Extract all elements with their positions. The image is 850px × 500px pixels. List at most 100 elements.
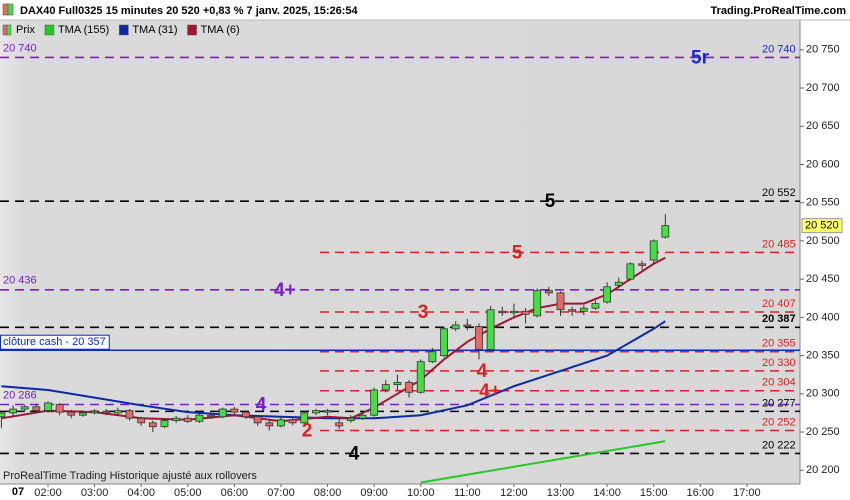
candle-body — [0, 412, 6, 418]
y-tick-label: 20 400 — [806, 311, 840, 323]
level-note: 4 — [477, 361, 488, 382]
candle-body — [32, 406, 41, 412]
candle-body — [218, 408, 227, 418]
candle-body — [277, 419, 285, 427]
x-tick-label: 09:00 — [360, 487, 388, 499]
candle-body — [475, 326, 483, 350]
ma-line — [420, 440, 666, 484]
candle-body — [614, 281, 623, 286]
candle-body — [172, 417, 181, 421]
x-tick-label: 14:00 — [593, 487, 621, 499]
last-price-box — [801, 218, 843, 234]
level-label: 20 552 — [762, 187, 796, 199]
candle-body — [428, 351, 437, 363]
y-tick-label: 20 750 — [806, 44, 840, 56]
candle-body — [311, 410, 320, 414]
level-label: 20 740 — [762, 43, 796, 55]
candle-body — [137, 417, 146, 424]
candle-body — [649, 240, 658, 261]
legend-label: TMA (155) — [58, 24, 109, 36]
x-tick-label: 07:00 — [267, 487, 295, 499]
x-tick-label: 05:00 — [174, 487, 202, 499]
legend-icon — [2, 24, 8, 36]
level-label: 20 330 — [762, 357, 796, 369]
candle-body — [638, 263, 646, 266]
candle-body — [242, 411, 250, 418]
y-tick-label: 20 650 — [806, 120, 840, 132]
level-label: 20 740 — [3, 42, 37, 54]
candle-body — [125, 410, 134, 419]
candle-body — [265, 422, 274, 427]
x-tick-label: 04:00 — [127, 487, 155, 499]
level-note: 4 — [256, 395, 267, 416]
candle-body — [79, 412, 87, 416]
candle-body — [370, 389, 379, 416]
x-tick-label: 06:00 — [221, 487, 249, 499]
level-label: 20 304 — [762, 377, 796, 389]
level-note: 5r — [691, 47, 710, 68]
candle-body — [568, 309, 577, 312]
y-tick-label: 20 600 — [806, 158, 840, 170]
candle-body — [113, 410, 122, 414]
x-tick-label: 12:00 — [500, 487, 528, 499]
candle-body — [498, 310, 507, 314]
x-tick-label: 10:00 — [407, 487, 435, 499]
candle-body — [510, 310, 518, 314]
candle-body — [288, 419, 297, 424]
candle-body — [44, 402, 52, 412]
level-note: 4+ — [479, 381, 501, 402]
candle-body — [323, 410, 332, 413]
candle-body — [416, 361, 425, 393]
level-note: 4+ — [274, 280, 296, 301]
y-tick-label: 20 300 — [806, 388, 840, 400]
x-tick-label: 13:00 — [547, 487, 575, 499]
header-icon-down — [2, 3, 9, 16]
candle-body — [521, 310, 530, 315]
candle-body — [626, 263, 635, 280]
candle-body — [440, 328, 448, 356]
candle-body — [381, 384, 390, 391]
candle-body — [55, 404, 64, 413]
level-note: 4 — [349, 443, 360, 464]
candle-body — [148, 422, 157, 428]
level-label-box — [0, 334, 110, 350]
x-tick-label: 16:00 — [687, 487, 715, 499]
legend-label: Prix — [16, 24, 35, 36]
candle-body — [603, 286, 612, 303]
candle-body — [393, 381, 402, 386]
legend-icon — [6, 24, 12, 36]
candle-body — [183, 417, 192, 422]
candle-body — [230, 408, 239, 413]
level-label: 20 485 — [762, 238, 796, 250]
level-label: 20 286 — [3, 389, 37, 401]
source: Trading.ProRealTime.com — [710, 5, 846, 17]
x-tick-label: 11:00 — [454, 487, 481, 499]
level-label: 20 222 — [762, 439, 796, 451]
legend-label: TMA (31) — [132, 24, 177, 36]
candle-body — [533, 290, 542, 317]
level-note: 5 — [512, 242, 523, 263]
level-label: 20 252 — [762, 416, 796, 428]
legend-icon — [187, 24, 197, 36]
candle-body — [661, 225, 670, 238]
footer: ProRealTime Trading Historique ajusté au… — [3, 470, 257, 482]
level-note: 5 — [545, 191, 556, 212]
level-note: 2 — [302, 421, 313, 442]
level-label: 20 407 — [762, 298, 796, 310]
candle-body — [358, 414, 367, 419]
header-icon-up — [7, 3, 14, 16]
candle-body — [253, 416, 262, 424]
level-label: clôture cash - 20 357 — [3, 336, 106, 348]
candle-body — [20, 406, 29, 410]
level-label: 20 355 — [762, 338, 796, 350]
x-tick-label: 17:00 — [733, 487, 761, 499]
y-tick-label: 20 500 — [806, 235, 840, 247]
y-tick-label: 20 250 — [806, 426, 840, 438]
candle-body — [463, 324, 472, 327]
candle-body — [405, 381, 413, 393]
candle-body — [544, 290, 553, 294]
candle-body — [102, 410, 111, 414]
candle-body — [451, 324, 460, 330]
candle-body — [335, 422, 344, 427]
